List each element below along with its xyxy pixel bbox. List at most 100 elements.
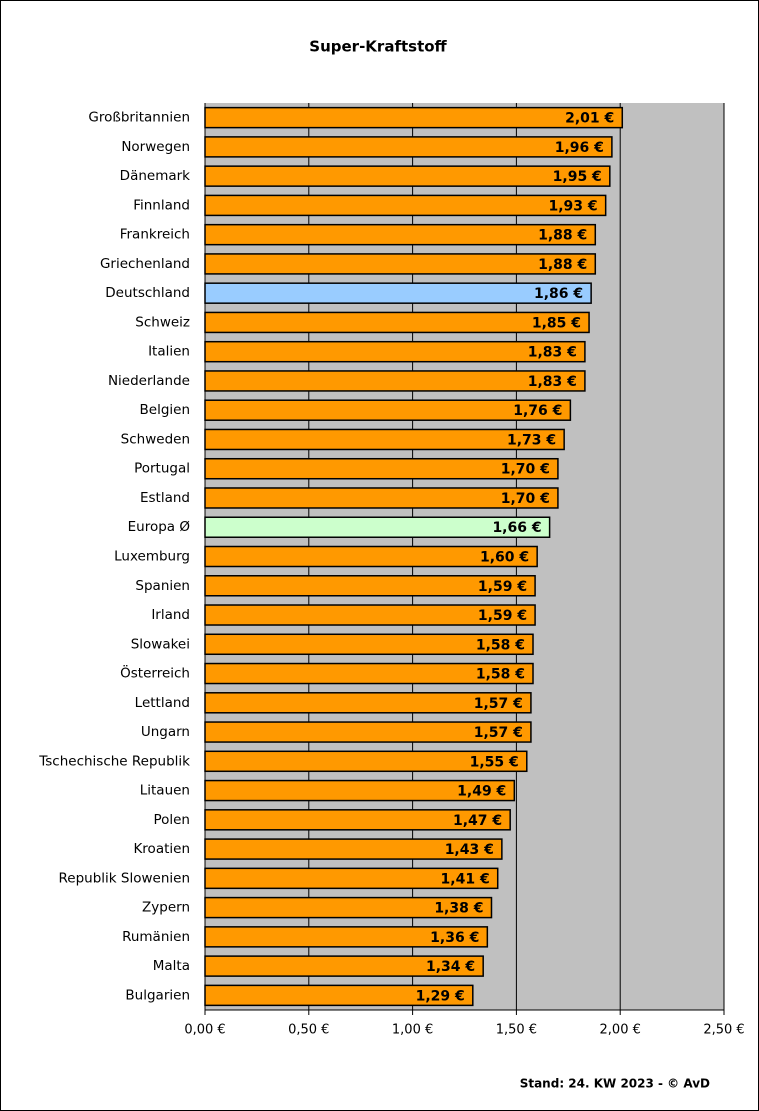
value-label: 1,55 €: [470, 754, 519, 770]
value-label: 1,34 €: [426, 959, 475, 975]
bar: [204, 253, 597, 275]
bar: [204, 136, 613, 158]
value-label: 1,38 €: [434, 901, 483, 917]
value-label: 1,83 €: [528, 345, 577, 361]
y-tick-label: Spanien: [135, 578, 190, 594]
value-label: 1,70 €: [501, 491, 550, 507]
y-tick-label: Irland: [151, 607, 190, 623]
bar: [204, 340, 586, 363]
value-label: 1,95 €: [553, 169, 602, 185]
y-tick-label: Ungarn: [141, 724, 190, 740]
y-tick-label: Slowakei: [131, 636, 190, 652]
y-tick-label: Griechenland: [100, 256, 190, 272]
bar: [204, 662, 534, 685]
value-label: 1,86 €: [534, 286, 583, 302]
x-tick-label: 2,50 €: [703, 1023, 744, 1038]
bar: [204, 194, 607, 217]
y-tick-label: Finnland: [133, 197, 190, 213]
bar: [204, 779, 516, 802]
value-label: 1,41 €: [441, 871, 490, 887]
y-tick-label: Estland: [140, 490, 190, 506]
value-label: 1,58 €: [476, 667, 525, 683]
bar: [204, 926, 489, 948]
y-tick-label: Portugal: [134, 461, 190, 477]
bar: [204, 311, 590, 334]
y-tick-label: Belgien: [140, 402, 191, 418]
bar: [204, 896, 493, 919]
bar: [204, 955, 484, 977]
bar: [204, 809, 511, 831]
value-label: 1,57 €: [474, 696, 523, 712]
y-tick-label: Bulgarien: [125, 987, 190, 1003]
bar: [204, 370, 586, 392]
y-tick-label: Deutschland: [105, 285, 190, 301]
y-tick-label: Luxemburg: [114, 549, 190, 565]
value-label: 1,47 €: [453, 813, 502, 829]
value-label: 1,59 €: [478, 579, 527, 595]
value-label: 1,73 €: [507, 432, 556, 448]
y-tick-label: Republik Slowenien: [59, 870, 190, 886]
y-tick-label: Malta: [153, 958, 190, 974]
value-label: 1,93 €: [548, 198, 597, 214]
y-tick-label: Kroatien: [133, 841, 190, 857]
value-label: 1,88 €: [538, 228, 587, 244]
value-label: 1,96 €: [555, 140, 604, 156]
y-tick-label: Dänemark: [120, 168, 191, 184]
value-label: 1,70 €: [501, 462, 550, 478]
value-label: 1,36 €: [430, 930, 479, 946]
bar: [204, 399, 572, 421]
y-tick-label: Tschechische Republik: [38, 753, 190, 769]
y-tick-label: Schweiz: [135, 314, 190, 330]
footer-note: Stand: 24. KW 2023 - © AvD: [520, 1077, 710, 1091]
bar: [204, 838, 503, 860]
value-label: 1,60 €: [480, 550, 529, 566]
bar: [204, 604, 536, 626]
bar: [204, 867, 499, 890]
y-tick-label: Europa Ø: [128, 519, 190, 535]
bar: [204, 487, 559, 509]
bar: [204, 223, 597, 246]
bar: [204, 428, 565, 451]
bar: [204, 282, 592, 304]
bar: [204, 721, 532, 743]
bar: [204, 106, 624, 129]
value-label: 1,76 €: [513, 403, 562, 419]
y-tick-label: Schweden: [121, 431, 190, 447]
y-tick-label: Niederlande: [108, 373, 190, 389]
bar: [204, 575, 536, 597]
value-label: 1,58 €: [476, 637, 525, 653]
value-label: 1,88 €: [538, 257, 587, 273]
value-label: 1,29 €: [416, 988, 465, 1004]
bar: [204, 516, 551, 538]
y-tick-label: Italien: [148, 344, 190, 360]
value-label: 1,57 €: [474, 725, 523, 741]
value-label: 1,43 €: [445, 842, 494, 858]
bar: [204, 750, 528, 773]
value-label: 2,01 €: [565, 111, 614, 127]
y-tick-label: Lettland: [135, 695, 190, 711]
y-tick-label: Großbritannien: [88, 110, 190, 126]
y-tick-label: Österreich: [120, 664, 190, 682]
y-tick-label: Zypern: [142, 900, 190, 916]
value-label: 1,49 €: [457, 784, 506, 800]
x-tick-label: 2,00 €: [600, 1023, 641, 1038]
y-tick-label: Polen: [153, 812, 190, 828]
y-tick-label: Frankreich: [120, 227, 190, 243]
bar: [204, 692, 532, 714]
bar: [204, 984, 474, 1007]
bar: [204, 633, 534, 656]
value-label: 1,83 €: [528, 374, 577, 390]
value-label: 1,59 €: [478, 608, 527, 624]
bar: [204, 545, 538, 568]
x-tick-label: 1,50 €: [496, 1023, 537, 1038]
y-tick-label: Litauen: [140, 783, 190, 799]
value-label: 1,66 €: [492, 520, 541, 536]
bar: [204, 165, 611, 187]
chart-title: Super-Kraftstoff: [309, 38, 447, 56]
y-tick-label: Rumänien: [122, 929, 190, 945]
x-tick-label: 1,00 €: [392, 1023, 433, 1038]
x-tick-label: 0,00 €: [184, 1023, 225, 1038]
value-label: 1,85 €: [532, 315, 581, 331]
y-tick-label: Norwegen: [121, 139, 190, 155]
